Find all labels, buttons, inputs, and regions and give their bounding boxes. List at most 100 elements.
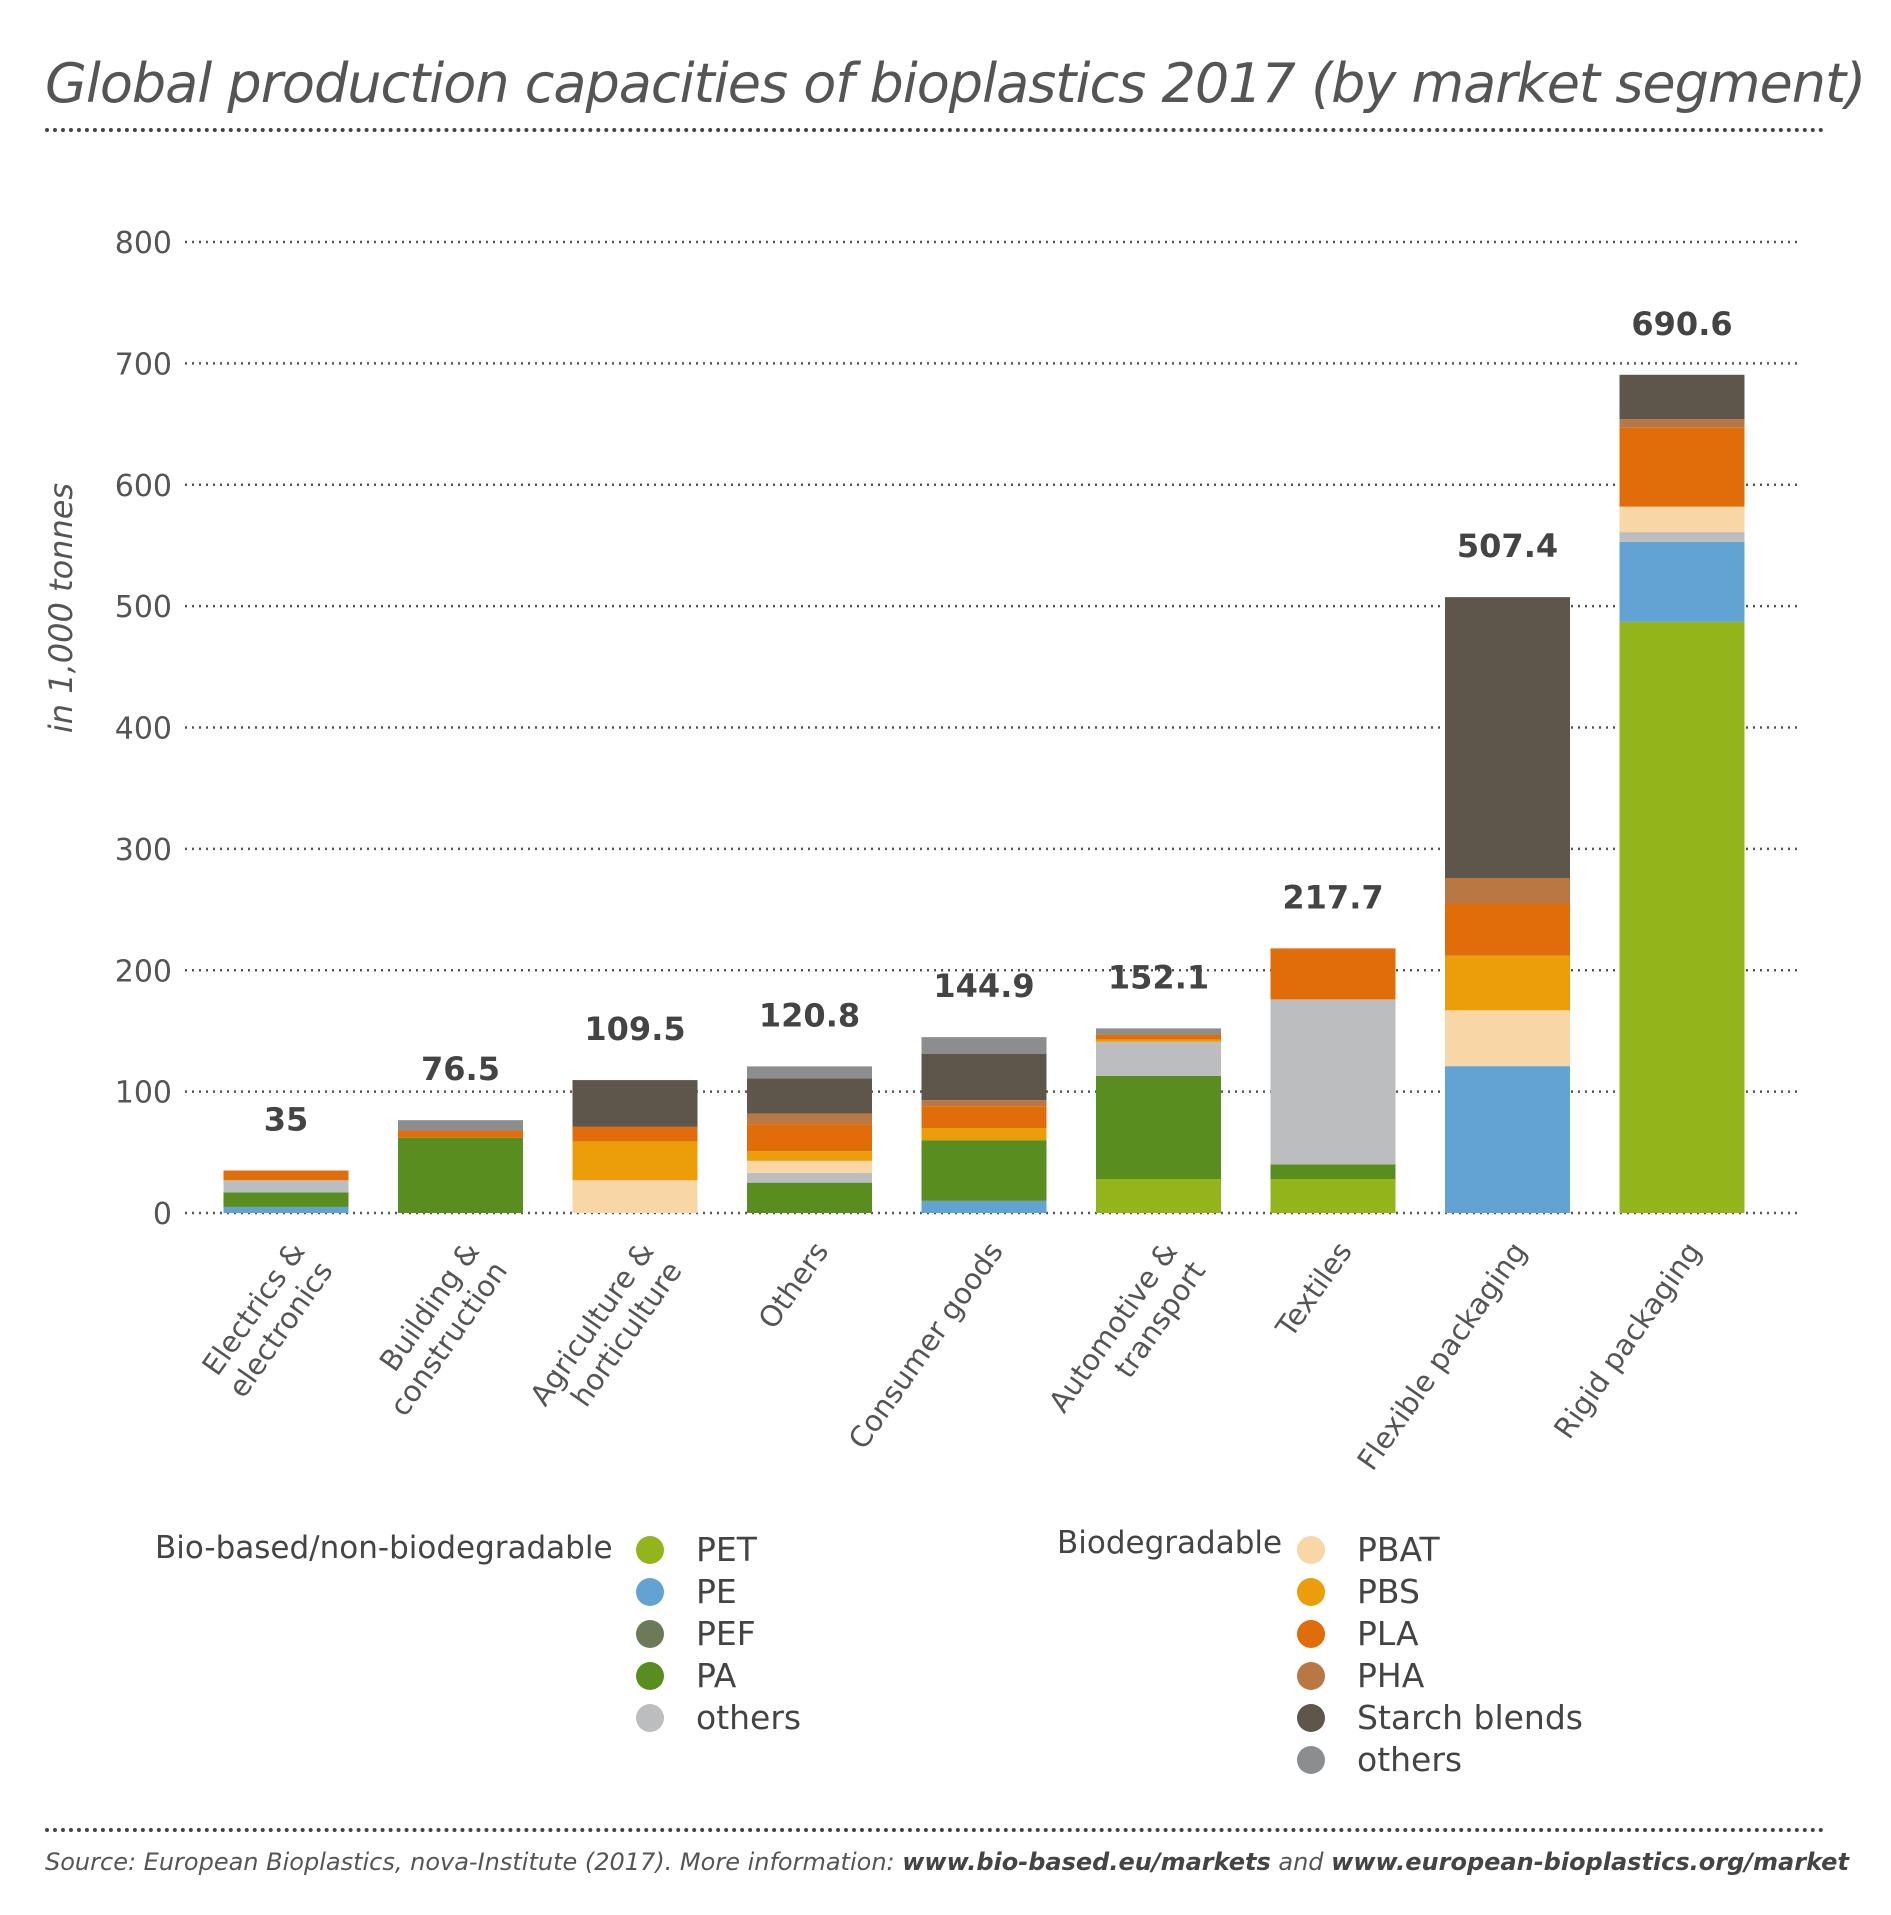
bar-total-label: 217.7 <box>1282 878 1383 916</box>
legend-swatch-icon <box>1297 1661 1325 1690</box>
bar-segment-pet <box>1096 1179 1221 1213</box>
bar-total-label: 76.5 <box>421 1050 500 1088</box>
bar-segment-others-biodegradable <box>747 1066 872 1079</box>
bar-segment-pla <box>1619 427 1745 507</box>
legend-item-pha: PHA <box>1297 1656 1424 1695</box>
bar-stack <box>398 1120 523 1213</box>
bar-segment-pa <box>1096 1075 1221 1180</box>
bar-stack <box>223 1170 349 1213</box>
legend-label: PHA <box>1357 1656 1425 1695</box>
legend-label: PBS <box>1357 1572 1420 1611</box>
bar-segment-pla <box>747 1124 872 1152</box>
bar-segment-pla <box>1096 1034 1221 1040</box>
y-tick-label: 500 <box>115 590 172 625</box>
x-category-label: Textiles <box>1269 1236 1359 1345</box>
x-category-label-line: Textiles <box>1269 1236 1359 1345</box>
bar-total-label: 507.4 <box>1457 527 1558 565</box>
legend-label: PLA <box>1357 1614 1419 1653</box>
bar-segment-pla <box>572 1126 698 1142</box>
bars <box>223 374 1745 1213</box>
bar-segment-starch-blends <box>921 1053 1047 1101</box>
bar-segment-pla <box>223 1170 349 1181</box>
x-category-label: Consumer goods <box>842 1236 1010 1456</box>
bar-segment-pe <box>921 1200 1047 1213</box>
x-category-label: Automotive &transport <box>1042 1236 1212 1419</box>
legend-item-starch-blends: Starch blends <box>1297 1698 1583 1737</box>
bar-segment-pa <box>921 1140 1047 1201</box>
legend-item-pbat: PBAT <box>1297 1530 1440 1569</box>
bar-segment-pbs <box>747 1151 872 1161</box>
legend-item-pbs: PBS <box>1297 1572 1420 1611</box>
legend-swatch-icon <box>1297 1535 1325 1564</box>
bar-segment-others-biobased <box>747 1172 872 1183</box>
bar-segment-pha <box>747 1113 872 1125</box>
bar-segment-pbs <box>1096 1039 1221 1042</box>
legend-item-pla: PLA <box>1297 1614 1419 1653</box>
bar-total-label: 109.5 <box>584 1010 685 1048</box>
x-category-label: Agriculture &horticulture <box>523 1236 688 1413</box>
y-tick-label: 200 <box>115 954 172 989</box>
legend-item-pet: PET <box>636 1530 757 1569</box>
bar-segment-pbat <box>747 1160 872 1173</box>
y-tick-label: 800 <box>115 226 172 261</box>
bar-segment-others-biodegradable <box>398 1120 523 1131</box>
bar-segment-pe <box>1445 1066 1570 1213</box>
bar-segment-pbat <box>1445 1010 1570 1067</box>
legend-swatch-icon <box>1297 1577 1325 1606</box>
bar-segment-others-biodegradable <box>921 1037 1047 1054</box>
footer-divider <box>45 1828 1825 1832</box>
x-axis-labels: Electrics &electronics Building &construc… <box>195 1236 1707 1477</box>
legend-swatch-icon <box>636 1577 664 1606</box>
legend-label: PE <box>696 1572 737 1611</box>
bar-stack <box>1096 1028 1221 1213</box>
bar-segment-pbat <box>572 1180 698 1213</box>
title-divider <box>45 128 1825 132</box>
source-middle: and <box>1270 1848 1332 1876</box>
y-axis-ticks: 0 100 200 300 400 500 600 700 800 <box>115 226 172 1232</box>
y-axis-label: in 1,000 tonnes <box>42 483 80 733</box>
bar-segment-pla <box>398 1130 523 1138</box>
bar-segment-pa <box>398 1137 523 1213</box>
legend-item-pef: PEF <box>636 1614 756 1653</box>
legend-item-pa: PA <box>636 1656 736 1695</box>
bar-stack <box>1270 948 1396 1213</box>
source-link-bio-based[interactable]: www.bio-based.eu/markets <box>902 1848 1271 1876</box>
legend-label: PEF <box>696 1614 756 1653</box>
bar-segment-starch-blends <box>1445 597 1570 879</box>
bar-segment-pha <box>1445 878 1570 904</box>
legend-swatch-icon <box>636 1535 664 1564</box>
bar-segment-pa <box>747 1182 872 1213</box>
bar-segment-pet <box>1270 1179 1396 1213</box>
y-tick-label: 0 <box>153 1197 172 1232</box>
bar-segment-starch-blends <box>572 1080 698 1127</box>
x-category-label: Building &construction <box>373 1236 514 1423</box>
legend-label: PET <box>696 1530 757 1569</box>
bar-segment-pla <box>1270 948 1396 1000</box>
legend-biobased-title: Bio-based/non-biodegradable <box>155 1530 613 1566</box>
legend-item-others: others <box>1297 1740 1462 1779</box>
y-tick-label: 400 <box>115 712 172 747</box>
bar-segment-starch-blends <box>1619 374 1745 420</box>
bar-segment-others-biobased <box>1270 999 1396 1165</box>
bar-total-label: 152.1 <box>1108 958 1209 996</box>
bar-segment-pha <box>921 1100 1047 1107</box>
source-link-european-bioplastics[interactable]: www.european-bioplastics.org/market <box>1331 1848 1849 1876</box>
stacked-bar-chart: 0 100 200 300 400 500 600 700 800 in 1,000 tonne… <box>42 226 1800 1477</box>
x-category-label: Electrics &electronics <box>195 1236 339 1404</box>
bar-segment-pbat <box>1619 506 1745 533</box>
bar-segment-others-biodegradable <box>1096 1028 1221 1035</box>
legend-swatch-icon <box>636 1703 664 1732</box>
legend-swatch-icon <box>1297 1619 1325 1648</box>
bar-segment-pha <box>1619 419 1745 428</box>
bar-stack <box>921 1037 1047 1213</box>
legend-label: PA <box>696 1656 737 1695</box>
legend-label: others <box>696 1698 802 1737</box>
x-category-label-line: Consumer goods <box>842 1236 1010 1456</box>
source-prefix: Source: European Bioplastics, nova-Insti… <box>45 1848 903 1876</box>
x-category-label: Others <box>751 1236 835 1335</box>
bar-segment-pla <box>921 1106 1047 1129</box>
bar-stack <box>1445 597 1570 1213</box>
legend-swatch-icon <box>1297 1745 1325 1774</box>
bar-segment-pla <box>1445 903 1570 956</box>
bar-stack <box>747 1066 872 1213</box>
